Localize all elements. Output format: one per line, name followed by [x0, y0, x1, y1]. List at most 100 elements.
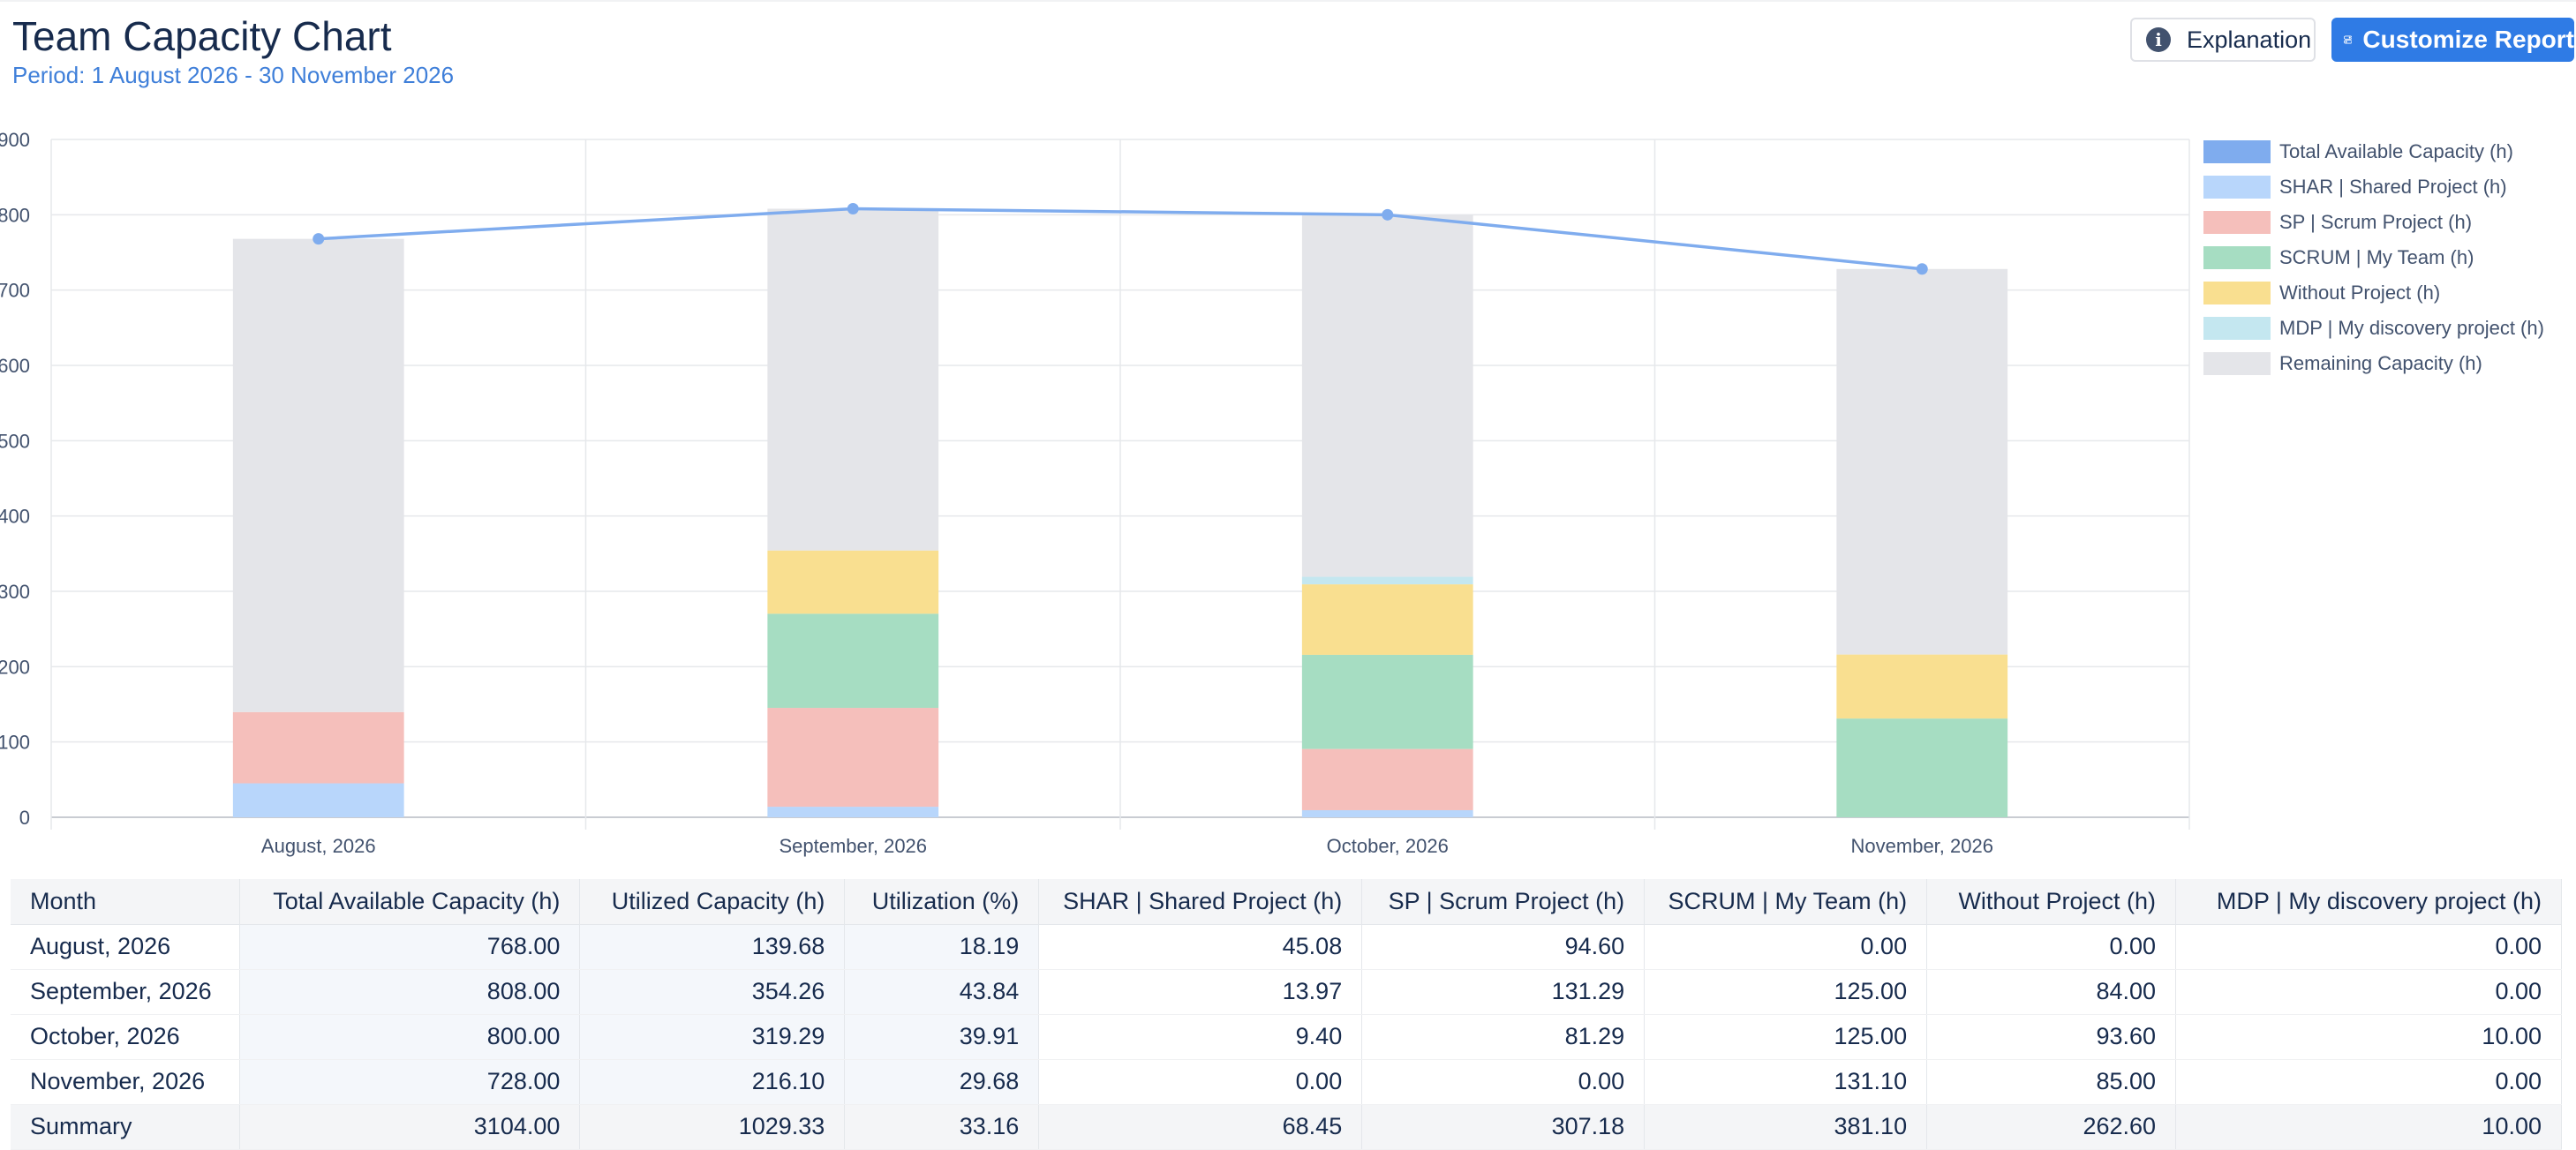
column-header[interactable]: SCRUM | My Team (h)	[1644, 879, 1928, 925]
legend-label: Remaining Capacity (h)	[2279, 352, 2482, 374]
bar-segment	[767, 708, 939, 808]
explanation-button-label: Explanation	[2187, 26, 2312, 53]
bar-segment	[232, 238, 404, 712]
table-row: September, 2026 808.00 354.26 43.84 13.97 131…	[11, 969, 2562, 1015]
y-tick-label: 800	[0, 204, 30, 226]
legend-label: SCRUM | My Team (h)	[2279, 246, 2474, 268]
legend-item[interactable]: MDP | My discovery project (h)	[2203, 311, 2544, 346]
bar-segment	[767, 613, 939, 709]
bar-segment	[767, 550, 939, 614]
x-tick-label: November, 2026	[1851, 835, 1993, 857]
table-cell: 39.91	[844, 1014, 1040, 1060]
column-header[interactable]: MDP | My discovery project (h)	[2175, 879, 2562, 925]
y-tick-label: 400	[0, 506, 30, 528]
column-header[interactable]: Without Project (h)	[1926, 879, 2177, 925]
toggle-settings-icon	[2344, 35, 2353, 44]
table-cell: November, 2026	[11, 1059, 241, 1105]
table-cell: 81.29	[1361, 1014, 1646, 1060]
table-cell: 131.29	[1361, 969, 1646, 1015]
legend-item[interactable]: Without Project (h)	[2203, 275, 2544, 311]
total-capacity-point	[847, 203, 859, 215]
table-cell: 18.19	[844, 924, 1040, 970]
bar-segment	[1836, 654, 2008, 719]
table-row: October, 2026 800.00 319.29 39.91 9.40 81.29 1…	[11, 1014, 2562, 1060]
column-header[interactable]: SP | Scrum Project (h)	[1361, 879, 1646, 925]
y-tick-label: 300	[0, 581, 30, 603]
table-cell: 9.40	[1038, 1014, 1363, 1060]
column-header[interactable]: Month	[11, 879, 241, 925]
legend-item[interactable]: Total Available Capacity (h)	[2203, 134, 2544, 169]
legend-label: Without Project (h)	[2279, 282, 2441, 304]
table-cell: 381.10	[1644, 1104, 1928, 1150]
table-cell: 0.00	[2175, 1059, 2562, 1105]
legend-swatch	[2203, 352, 2271, 375]
table-cell: 0.00	[2175, 924, 2562, 970]
total-capacity-point	[1382, 208, 1394, 221]
table-cell: 800.00	[239, 1014, 581, 1060]
chart-legend: Total Available Capacity (h) SHAR | Share…	[2203, 134, 2544, 381]
column-header[interactable]: Utilized Capacity (h)	[579, 879, 846, 925]
table-cell: 0.00	[2175, 969, 2562, 1015]
bar-segment	[232, 711, 404, 784]
x-tick-label: October, 2026	[1327, 835, 1449, 857]
table-cell: 10.00	[2175, 1104, 2562, 1150]
bar-segment	[1301, 576, 1473, 585]
legend-label: Total Available Capacity (h)	[2279, 140, 2513, 162]
y-tick-label: 0	[19, 807, 30, 829]
total-capacity-point	[313, 233, 325, 245]
bar-segment	[1836, 268, 2008, 655]
total-capacity-point	[1916, 263, 1928, 275]
legend-item[interactable]: SHAR | Shared Project (h)	[2203, 169, 2544, 205]
legend-label: SHAR | Shared Project (h)	[2279, 176, 2507, 198]
legend-item[interactable]: SCRUM | My Team (h)	[2203, 240, 2544, 275]
total-capacity-line	[318, 207, 1923, 271]
explanation-button[interactable]: i Explanation	[2130, 18, 2316, 62]
table-cell: 13.97	[1038, 969, 1363, 1015]
table-cell: 1029.33	[579, 1104, 846, 1150]
y-tick-label: 900	[0, 129, 30, 151]
bar-segment	[232, 783, 404, 817]
y-tick-label: 600	[0, 355, 30, 377]
table-cell: 3104.00	[239, 1104, 581, 1150]
column-header[interactable]: Total Available Capacity (h)	[239, 879, 581, 925]
table-cell: 808.00	[239, 969, 581, 1015]
table-cell: 68.45	[1038, 1104, 1363, 1150]
legend-label: SP | Scrum Project (h)	[2279, 211, 2473, 233]
column-header[interactable]: Utilization (%)	[844, 879, 1040, 925]
table-cell: 10.00	[2175, 1014, 2562, 1060]
legend-item[interactable]: Remaining Capacity (h)	[2203, 346, 2544, 381]
legend-item[interactable]: SP | Scrum Project (h)	[2203, 205, 2544, 240]
table-cell: 0.00	[1926, 924, 2177, 970]
top-divider	[0, 0, 2576, 2]
table-cell: October, 2026	[11, 1014, 241, 1060]
legend-swatch	[2203, 211, 2271, 234]
table-cell: 45.08	[1038, 924, 1363, 970]
table-cell: September, 2026	[11, 969, 241, 1015]
table-cell: 139.68	[579, 924, 846, 970]
table-cell: 768.00	[239, 924, 581, 970]
bar-segment	[1301, 748, 1473, 810]
bar-segment	[1836, 718, 2008, 817]
legend-swatch	[2203, 176, 2271, 199]
info-icon: i	[2146, 27, 2171, 52]
customize-report-button[interactable]: Customize Report	[2331, 18, 2574, 62]
capacity-chart: 0 100 200 300 400 500 600 700 800 900 August, 2026…	[0, 129, 2190, 857]
table-cell: 33.16	[844, 1104, 1040, 1150]
capacity-table: Month Total Available Capacity (h) Utilize…	[11, 879, 2562, 1150]
table-cell: 0.00	[1361, 1059, 1646, 1105]
legend-swatch	[2203, 317, 2271, 340]
table-cell: 84.00	[1926, 969, 2177, 1015]
bar-segment	[1301, 214, 1473, 577]
table-cell: 0.00	[1038, 1059, 1363, 1105]
customize-report-label: Customize Report	[2362, 26, 2574, 53]
table-cell: 262.60	[1926, 1104, 2177, 1150]
table-cell: 0.00	[1644, 924, 1928, 970]
column-header[interactable]: SHAR | Shared Project (h)	[1038, 879, 1363, 925]
table-cell: Summary	[11, 1104, 241, 1150]
table-cell: 93.60	[1926, 1014, 2177, 1060]
page-title: Team Capacity Chart	[12, 13, 392, 59]
table-row: August, 2026 768.00 139.68 18.19 45.08 94.60 0…	[11, 924, 2562, 970]
y-tick-label: 700	[0, 280, 30, 302]
y-tick-label: 200	[0, 656, 30, 678]
table-cell: 354.26	[579, 969, 846, 1015]
